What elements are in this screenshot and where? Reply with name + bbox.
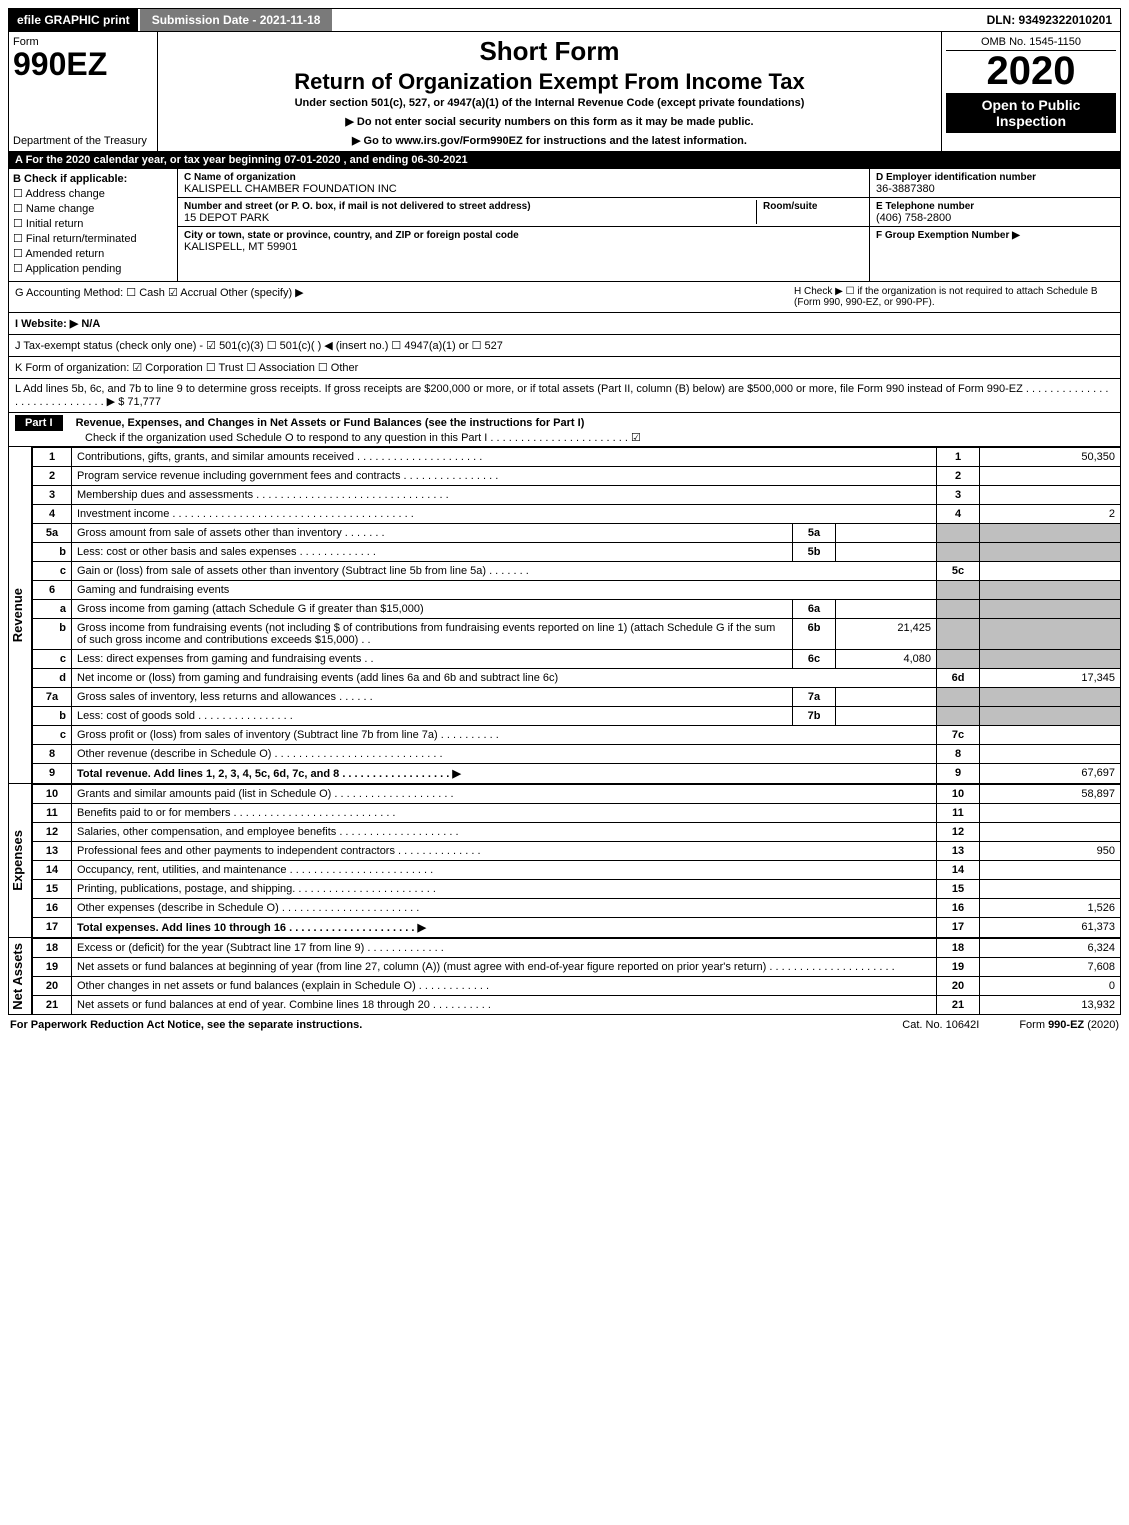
expenses-section: Expenses 10Grants and similar amounts pa… bbox=[8, 784, 1121, 938]
name-address: C Name of organization KALISPELL CHAMBER… bbox=[178, 169, 870, 281]
line-1: 1Contributions, gifts, grants, and simil… bbox=[33, 448, 1121, 467]
paperwork-notice: For Paperwork Reduction Act Notice, see … bbox=[10, 1019, 862, 1031]
c-label: C Name of organization bbox=[184, 172, 296, 183]
line-15: 15Printing, publications, postage, and s… bbox=[33, 880, 1121, 899]
line-7a: 7aGross sales of inventory, less returns… bbox=[33, 688, 1121, 707]
line-5c: cGain or (loss) from sale of assets othe… bbox=[33, 562, 1121, 581]
group-exemption-label: F Group Exemption Number ▶ bbox=[876, 230, 1020, 241]
line-6b: bGross income from fundraising events (n… bbox=[33, 619, 1121, 650]
tax-year: 2020 bbox=[946, 51, 1116, 91]
entity-block: B Check if applicable: Address change Na… bbox=[8, 169, 1121, 282]
return-title: Return of Organization Exempt From Incom… bbox=[166, 69, 933, 95]
cat-number: Cat. No. 10642I bbox=[862, 1019, 1019, 1031]
line-5a: 5aGross amount from sale of assets other… bbox=[33, 524, 1121, 543]
short-form-title: Short Form bbox=[166, 36, 933, 67]
header-center: Short Form Return of Organization Exempt… bbox=[158, 32, 942, 151]
form-of-org: K Form of organization: ☑ Corporation ☐ … bbox=[8, 357, 1121, 379]
header-left: Form 990EZ Department of the Treasury bbox=[9, 32, 158, 151]
line-6d: dNet income or (loss) from gaming and fu… bbox=[33, 669, 1121, 688]
expenses-label: Expenses bbox=[10, 830, 30, 891]
line-13: 13Professional fees and other payments t… bbox=[33, 842, 1121, 861]
cb-amended-return[interactable]: Amended return bbox=[13, 247, 173, 260]
line-l: L Add lines 5b, 6c, and 7b to line 9 to … bbox=[8, 379, 1121, 413]
line-12: 12Salaries, other compensation, and empl… bbox=[33, 823, 1121, 842]
org-name: KALISPELL CHAMBER FOUNDATION INC bbox=[184, 183, 397, 195]
line-20: 20Other changes in net assets or fund ba… bbox=[33, 977, 1121, 996]
header-right: OMB No. 1545-1150 2020 Open to Public In… bbox=[942, 32, 1120, 151]
line-11: 11Benefits paid to or for members . . . … bbox=[33, 804, 1121, 823]
city-label: City or town, state or province, country… bbox=[184, 230, 519, 241]
line-18: 18Excess or (deficit) for the year (Subt… bbox=[33, 939, 1121, 958]
dln: DLN: 93492322010201 bbox=[979, 9, 1120, 31]
efile-label: efile GRAPHIC print bbox=[9, 9, 138, 31]
line-16: 16Other expenses (describe in Schedule O… bbox=[33, 899, 1121, 918]
open-public: Open to Public Inspection bbox=[946, 93, 1116, 133]
cb-final-return[interactable]: Final return/terminated bbox=[13, 232, 173, 245]
form-number: 990EZ bbox=[13, 48, 153, 80]
right-info: D Employer identification number 36-3887… bbox=[870, 169, 1120, 281]
checkbox-heading: B Check if applicable: bbox=[13, 173, 127, 185]
section-note: Under section 501(c), 527, or 4947(a)(1)… bbox=[166, 97, 933, 109]
line-9: 9Total revenue. Add lines 1, 2, 3, 4, 5c… bbox=[33, 764, 1121, 784]
line-7b: bLess: cost of goods sold . . . . . . . … bbox=[33, 707, 1121, 726]
part1-title: Revenue, Expenses, and Changes in Net As… bbox=[76, 417, 585, 429]
city: KALISPELL, MT 59901 bbox=[184, 241, 298, 253]
line-8: 8Other revenue (describe in Schedule O) … bbox=[33, 745, 1121, 764]
phone: (406) 758-2800 bbox=[876, 212, 951, 224]
part1-check-note: Check if the organization used Schedule … bbox=[85, 432, 641, 444]
line-10: 10Grants and similar amounts paid (list … bbox=[33, 785, 1121, 804]
accounting-method: G Accounting Method: ☐ Cash ☑ Accrual Ot… bbox=[15, 286, 794, 308]
phone-label: E Telephone number bbox=[876, 201, 974, 212]
street-label: Number and street (or P. O. box, if mail… bbox=[184, 201, 531, 212]
revenue-section: Revenue 1Contributions, gifts, grants, a… bbox=[8, 447, 1121, 784]
line-3: 3Membership dues and assessments . . . .… bbox=[33, 486, 1121, 505]
schedule-b-check: H Check ▶ ☐ if the organization is not r… bbox=[794, 286, 1114, 308]
cb-application-pending[interactable]: Application pending bbox=[13, 262, 173, 275]
netassets-section: Net Assets 18Excess or (deficit) for the… bbox=[8, 938, 1121, 1015]
revenue-label: Revenue bbox=[10, 588, 30, 642]
ssn-warning: ▶ Do not enter social security numbers o… bbox=[166, 115, 933, 128]
line-19: 19Net assets or fund balances at beginni… bbox=[33, 958, 1121, 977]
line-2: 2Program service revenue including gover… bbox=[33, 467, 1121, 486]
line-6c: cLess: direct expenses from gaming and f… bbox=[33, 650, 1121, 669]
line-17: 17Total expenses. Add lines 10 through 1… bbox=[33, 918, 1121, 938]
form-ref: Form 990-EZ (2020) bbox=[1019, 1019, 1119, 1031]
top-bar: efile GRAPHIC print Submission Date - 20… bbox=[8, 8, 1121, 32]
line-5b: bLess: cost or other basis and sales exp… bbox=[33, 543, 1121, 562]
row-g-h: G Accounting Method: ☐ Cash ☑ Accrual Ot… bbox=[8, 282, 1121, 313]
part1-header: Part I Revenue, Expenses, and Changes in… bbox=[8, 413, 1121, 447]
line-7c: cGross profit or (loss) from sales of in… bbox=[33, 726, 1121, 745]
section-b-checkboxes: B Check if applicable: Address change Na… bbox=[9, 169, 178, 281]
website-row: I Website: ▶ N/A bbox=[8, 313, 1121, 335]
line-6: 6Gaming and fundraising events bbox=[33, 581, 1121, 600]
form-header: Form 990EZ Department of the Treasury Sh… bbox=[8, 32, 1121, 152]
dept-treasury: Department of the Treasury bbox=[13, 135, 147, 147]
irs-link-note: ▶ Go to www.irs.gov/Form990EZ for instru… bbox=[166, 134, 933, 147]
street: 15 DEPOT PARK bbox=[184, 212, 269, 224]
cb-initial-return[interactable]: Initial return bbox=[13, 217, 173, 230]
cb-name-change[interactable]: Name change bbox=[13, 202, 173, 215]
ein: 36-3887380 bbox=[876, 183, 935, 195]
submission-date: Submission Date - 2021-11-18 bbox=[138, 9, 333, 31]
part1-label: Part I bbox=[15, 415, 63, 431]
room-label: Room/suite bbox=[763, 201, 817, 212]
line-6a: aGross income from gaming (attach Schedu… bbox=[33, 600, 1121, 619]
page-footer: For Paperwork Reduction Act Notice, see … bbox=[8, 1015, 1121, 1035]
ein-label: D Employer identification number bbox=[876, 172, 1036, 183]
tax-exempt-status: J Tax-exempt status (check only one) - ☑… bbox=[8, 335, 1121, 357]
line-14: 14Occupancy, rent, utilities, and mainte… bbox=[33, 861, 1121, 880]
line-4: 4Investment income . . . . . . . . . . .… bbox=[33, 505, 1121, 524]
line-21: 21Net assets or fund balances at end of … bbox=[33, 996, 1121, 1015]
netassets-label: Net Assets bbox=[10, 943, 30, 1010]
row-a-tax-year: A For the 2020 calendar year, or tax yea… bbox=[8, 152, 1121, 169]
cb-address-change[interactable]: Address change bbox=[13, 187, 173, 200]
